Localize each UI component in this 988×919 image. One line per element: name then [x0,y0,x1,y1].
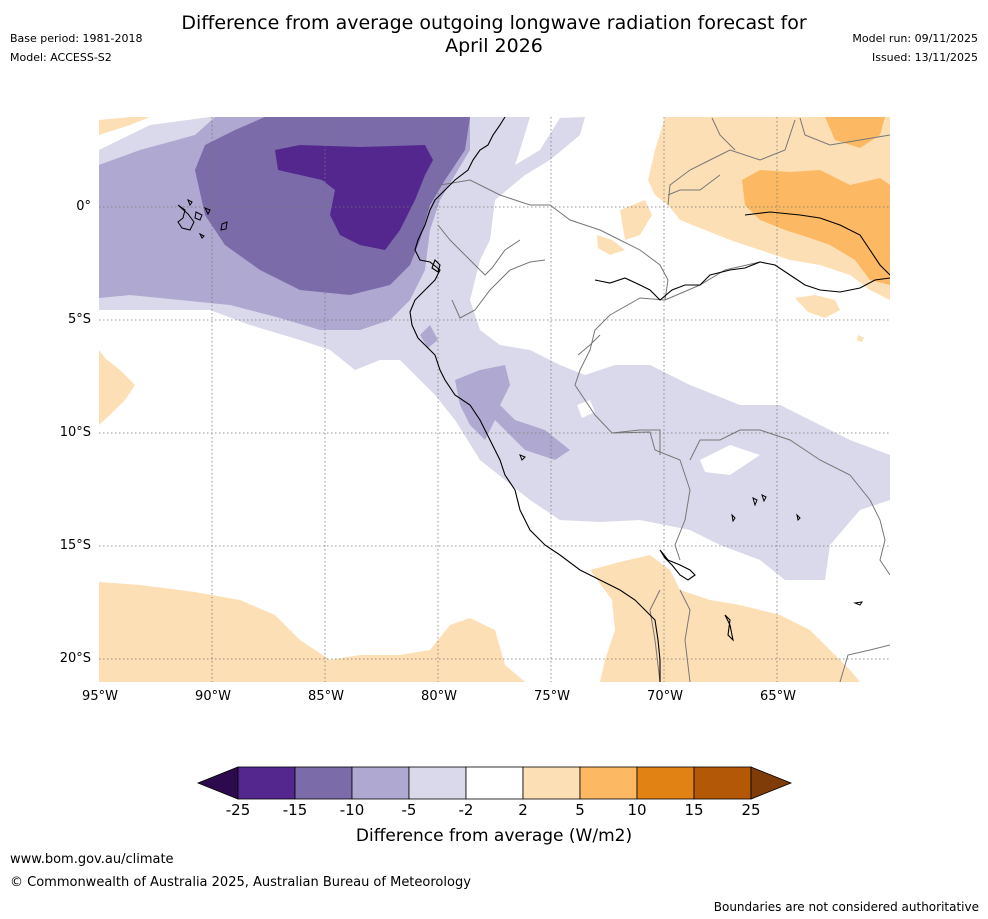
colorbar-tick: -2 [458,801,474,819]
model-run-text: Model run: 09/11/2025 [852,32,978,45]
anomaly-region [99,350,135,425]
lon-label: 90°W [195,689,231,704]
colorbar-segment [693,766,752,800]
colorbar-tick: -10 [339,801,365,819]
colorbar-tick: 5 [575,801,585,819]
colorbar-tick: 15 [684,801,704,819]
coastline [409,117,890,682]
anomaly-shading [99,117,890,682]
anomaly-region [742,170,890,285]
lat-label: 10°S [59,425,91,440]
colorbar-title: Difference from average (W/m2) [355,826,633,846]
title-line-1: Difference from average outgoing longwav… [181,12,807,34]
website-link[interactable]: www.bom.gov.au/climate [10,852,174,867]
lon-label: 85°W [308,689,344,704]
colorbar-segment [294,766,353,800]
galapagos-islands [177,198,228,239]
colorbar-segment [237,766,296,800]
small-islands [519,454,864,606]
issued-text: Issued: 13/11/2025 [871,51,978,64]
colorbar-tick: -5 [401,801,417,819]
colorbar-extend-high [750,766,793,800]
disclaimer-text: Boundaries are not considered authoritat… [713,900,979,914]
title-line-2: April 2026 [445,35,543,57]
anomaly-region [99,582,525,682]
page-title: Difference from average outgoing longwav… [0,12,988,58]
lon-label: 75°W [534,689,570,704]
copyright-text: © Commonwealth of Australia 2025, Austra… [10,875,471,890]
lat-label: 5°S [67,312,91,327]
lon-label: 80°W [421,689,457,704]
anomaly-region [455,365,570,460]
country-borders [437,117,890,682]
colorbar-tick: 2 [518,801,528,819]
colorbar-extend-low [196,766,239,800]
lat-label: 15°S [59,538,91,553]
colorbar-tick: -15 [282,801,308,819]
lon-label: 65°W [760,689,796,704]
colorbar-segment [465,766,524,800]
model-text: Model: ACCESS-S2 [10,51,112,64]
lon-label: 70°W [647,689,683,704]
base-period-text: Base period: 1981-2018 [10,32,143,45]
colorbar-segment [636,766,695,800]
colorbar-tick: 10 [627,801,647,819]
lat-label: 0° [76,199,91,214]
colorbar-segment [408,766,467,800]
lon-label: 95°W [82,689,118,704]
lat-label: 20°S [59,651,91,666]
anomaly-region [590,555,860,682]
colorbar-segment [522,766,581,800]
colorbar-tick: -25 [225,801,251,819]
colorbar-tick: 25 [741,801,761,819]
colorbar-segment [579,766,638,800]
colorbar-segment [351,766,410,800]
anomaly-region [275,145,433,250]
